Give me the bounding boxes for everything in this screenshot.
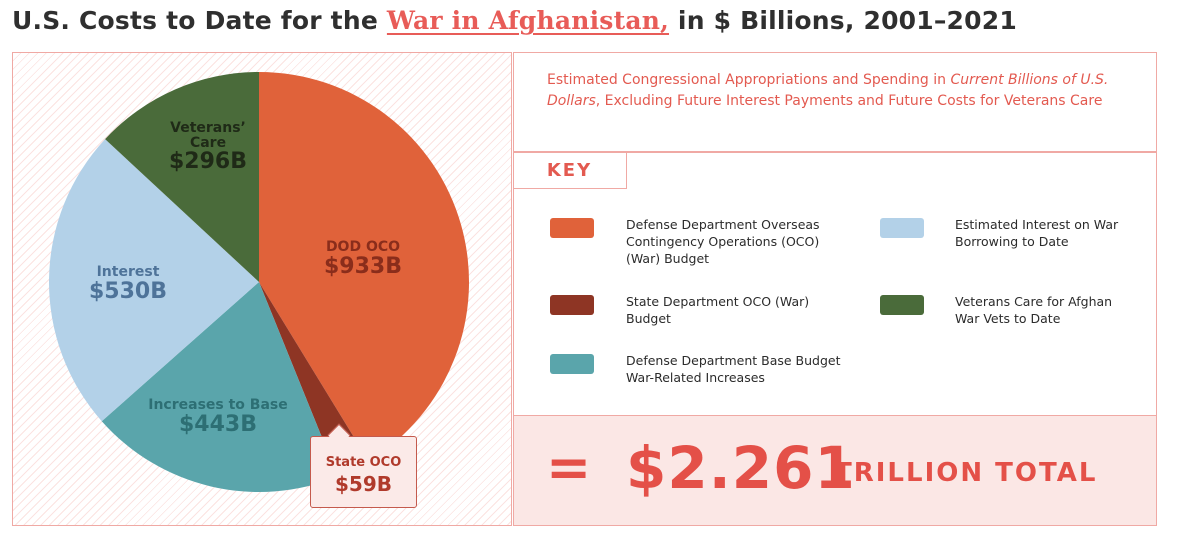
legend-text-dod: Defense Department Overseas Contingency … (626, 217, 820, 266)
pie-slice-inc (101, 282, 338, 493)
slice-label-dod: DOD OCO $933B (303, 240, 423, 278)
legend-swatch-veterans (880, 295, 924, 315)
slice-value-increases: $443B (179, 411, 257, 437)
pie-panel: Veterans’ Care $296B DOD OCO $933B Inter… (12, 52, 512, 526)
chart-description: Estimated Congressional Appropriations a… (547, 70, 1127, 112)
slice-value-state: $59B (335, 472, 392, 496)
legend-text-state: State Department OCO (War) Budget (626, 294, 810, 326)
legend-item-increases: Defense Department Base Budget War-Relat… (550, 352, 850, 386)
legend-item-interest: Estimated Interest on War Borrowing to D… (880, 216, 1178, 250)
description-part2: , Excluding Future Interest Payments and… (595, 93, 1103, 109)
legend-swatch-interest (880, 218, 924, 238)
slice-name-dod: DOD OCO (325, 239, 401, 255)
title-suffix: in $ Billions, 2001–2021 (669, 6, 1017, 35)
description-italic: Current Billions of U.S. Dollars (547, 72, 1109, 109)
legend-text-increases: Defense Department Base Budget War-Relat… (626, 353, 841, 385)
legend-item-veterans: Veterans Care for Afghan War Vets to Dat… (880, 293, 1178, 327)
legend-text-veterans: Veterans Care for Afghan War Vets to Dat… (955, 294, 1113, 326)
total-band: = $2.261 TRILLION TOTAL (514, 415, 1156, 525)
pie-slice-vet (105, 72, 259, 282)
total-label: TRILLION TOTAL (834, 458, 1098, 488)
slice-label-increases: Increases to Base $443B (133, 398, 303, 436)
slice-name-veterans-2: Care (189, 134, 227, 151)
title-prefix: U.S. Costs to Date for the (12, 6, 387, 35)
legend-text-interest: Estimated Interest on War Borrowing to D… (955, 217, 1119, 249)
legend-swatch-dod (550, 218, 594, 238)
slice-label-veterans: Veterans’ Care $296B (153, 120, 263, 175)
legend-item-dod: Defense Department Overseas Contingency … (550, 216, 850, 267)
pie-slice-int (48, 139, 259, 422)
slice-name-state: State OCO (325, 455, 402, 470)
slice-name-veterans-1: Veterans’ (170, 120, 246, 136)
slice-name-increases: Increases to Base (148, 397, 288, 413)
legend-swatch-increases (550, 354, 594, 374)
total-equals: = (546, 436, 592, 499)
legend-swatch-state (550, 295, 594, 315)
info-panel: Estimated Congressional Appropriations a… (513, 52, 1157, 526)
pie-slice-dod (259, 72, 470, 462)
slice-value-interest: $530B (89, 278, 167, 304)
chart-title: U.S. Costs to Date for the War in Afghan… (12, 6, 1017, 42)
legend-item-state: State Department OCO (War) Budget (550, 293, 850, 327)
total-value: $2.261 (626, 434, 856, 502)
title-link[interactable]: War in Afghanistan, (386, 6, 670, 35)
pie-chart (48, 72, 470, 493)
slice-label-interest: Interest $530B (73, 265, 183, 303)
slice-value-veterans: $296B (169, 149, 247, 175)
state-oco-callout: State OCO $59B (310, 423, 417, 508)
slice-name-interest: Interest (96, 264, 160, 280)
divider (514, 151, 1156, 153)
slice-value-dod: $933B (324, 253, 402, 279)
description-part1: Estimated Congressional Appropriations a… (547, 72, 951, 88)
key-heading: KEY (513, 151, 627, 189)
